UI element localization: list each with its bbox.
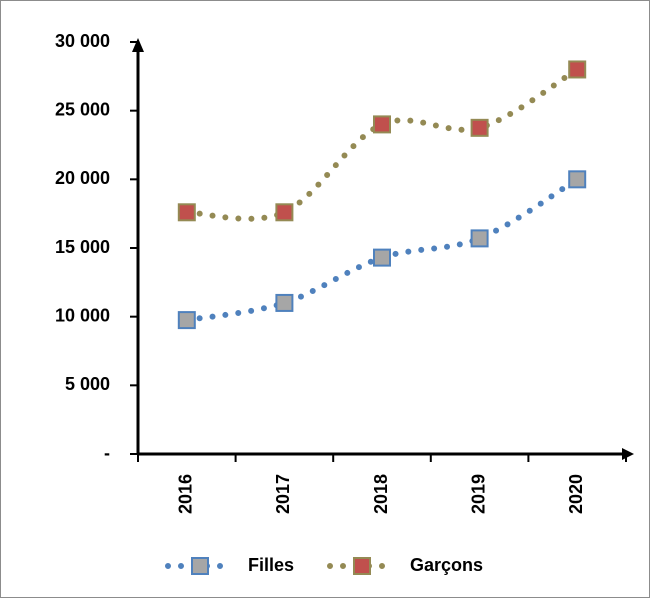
data-point: [177, 203, 196, 222]
data-point: [568, 170, 587, 189]
data-point: [373, 115, 391, 134]
y-tick-label: 25 000: [55, 99, 110, 119]
data-point: [275, 293, 294, 312]
data-point: [568, 60, 587, 79]
legend-marker: [191, 557, 209, 575]
y-tick-label: -: [104, 443, 110, 463]
legend-marker: [353, 557, 371, 575]
y-tick-label: 5 000: [65, 374, 110, 394]
data-point: [470, 118, 489, 137]
x-tick-label: 2020: [566, 474, 586, 514]
y-tick-label: 20 000: [55, 168, 110, 188]
data-point: [177, 311, 196, 330]
y-tick-label: 30 000: [55, 31, 110, 51]
data-point: [275, 203, 294, 222]
legend-label: Garçons: [410, 555, 483, 575]
data-point: [470, 229, 489, 248]
x-tick-label: 2019: [468, 474, 488, 514]
y-tick-label: 10 000: [55, 305, 110, 325]
x-axis-arrow: [622, 448, 634, 460]
x-tick-label: 2017: [273, 474, 293, 514]
y-axis-arrow: [132, 38, 144, 52]
x-tick-label: 2018: [371, 474, 391, 514]
y-tick-label: 15 000: [55, 237, 110, 257]
legend-label: Filles: [248, 555, 294, 575]
x-tick-label: 2016: [176, 474, 196, 514]
data-point: [373, 248, 391, 267]
series-line: [183, 66, 581, 222]
